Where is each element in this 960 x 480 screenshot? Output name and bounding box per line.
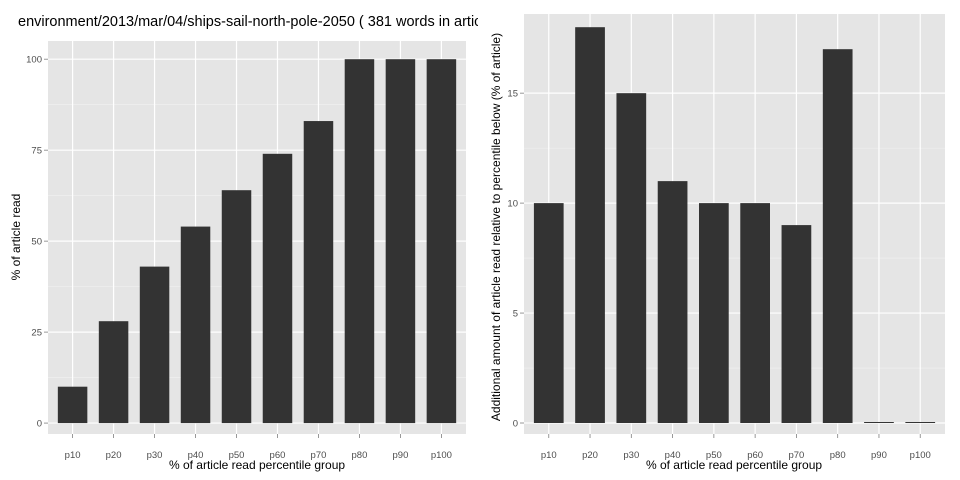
x-tick-label: p70 [311, 450, 327, 461]
x-tick-label: p50 [229, 450, 245, 461]
bar-p20 [575, 27, 605, 424]
left-chart-panel: 0 25 50 75 100 p10 p20 p30 p40 p50 p60 p70 p80 p90 p10… [9, 41, 466, 472]
y-tick-label: 75 [31, 146, 42, 157]
y-axis-title: Additional amount of article read relati… [489, 33, 503, 421]
x-tick-label: p100 [431, 450, 452, 461]
y-tick-label: 50 [31, 237, 42, 248]
x-tick-label: p80 [352, 450, 368, 461]
bar-p20 [98, 321, 129, 424]
x-tick-label: p50 [706, 450, 722, 461]
y-tick-label: 5 [513, 309, 518, 320]
bar-p70 [303, 121, 334, 424]
bar-p30 [616, 93, 647, 424]
bar-p10 [533, 203, 564, 424]
bar-p60 [262, 153, 293, 424]
x-axis-title: % of article read percentile group [169, 458, 345, 472]
x-tick-label: p60 [270, 450, 286, 461]
y-tick-label: 0 [513, 419, 518, 430]
bar-p80 [344, 59, 375, 424]
bar-p30 [139, 266, 170, 424]
bar-p40 [180, 226, 211, 424]
bar-p100 [905, 422, 936, 424]
x-tick-label: p30 [147, 450, 163, 461]
y-tick-label: 100 [26, 55, 42, 66]
x-tick-label: p40 [665, 450, 681, 461]
y-tick-label: 0 [37, 419, 42, 430]
right-chart-panel: 0 5 10 15 p10 p20 p30 p40 p50 p60 p70 p80 p90 p100 % o… [489, 14, 945, 472]
x-tick-label: p10 [65, 450, 81, 461]
x-tick-label: p10 [541, 450, 557, 461]
y-tick-label: 25 [31, 328, 42, 339]
chart-title: environment/2013/mar/04/ships-sail-north… [18, 14, 478, 30]
x-tick-label: p30 [623, 450, 639, 461]
bar-p100 [426, 59, 457, 424]
x-tick-label: p70 [788, 450, 804, 461]
x-tick-label: p20 [582, 450, 598, 461]
x-tick-label: p60 [747, 450, 763, 461]
x-tick-label: p20 [106, 450, 122, 461]
bar-p60 [740, 203, 770, 424]
y-tick-label: 10 [507, 199, 518, 210]
bar-p50 [699, 203, 729, 424]
y-tick-label: 15 [507, 89, 518, 100]
x-tick-label: p40 [188, 450, 204, 461]
bar-p90 [385, 59, 416, 424]
x-tick-label: p100 [910, 450, 931, 461]
bar-p50 [221, 190, 252, 424]
x-tick-label: p80 [830, 450, 846, 461]
x-tick-label: p90 [871, 450, 887, 461]
x-axis-title: % of article read percentile group [646, 458, 822, 472]
bar-p10 [57, 386, 88, 424]
bar-p40 [657, 181, 688, 424]
bar-p70 [781, 225, 812, 424]
bar-p80 [822, 49, 853, 424]
bar-p90 [864, 422, 894, 424]
x-tick-label: p90 [393, 450, 409, 461]
y-axis-title: % of article read [9, 194, 23, 281]
